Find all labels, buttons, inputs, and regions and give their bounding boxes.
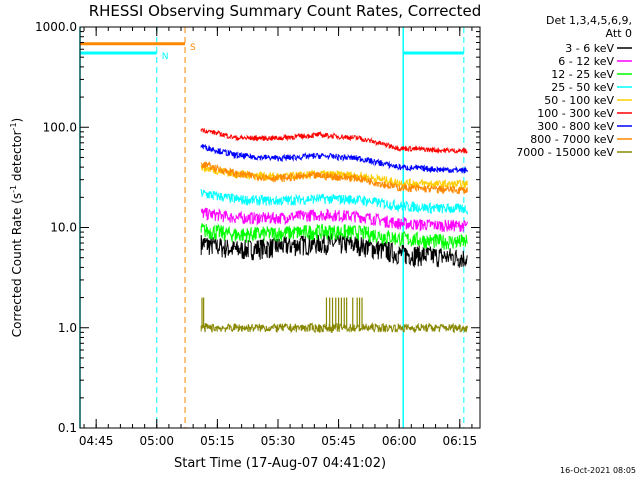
chart-title: RHESSI Observing Summary Count Rates, Co… [88,2,482,20]
x-tick-label: 05:45 [321,434,356,448]
series-line-7 [200,160,468,195]
x-axis: 04:45 05:00 05:15 05:30 05:45 06:00 06:15 [79,27,477,448]
x-tick-label: 06:00 [382,434,417,448]
y-axis-label-mid: detector [10,130,24,185]
legend-label-5: 100 - 300 keV [537,107,614,120]
series-line-1 [200,207,468,232]
legend-label-6: 300 - 800 keV [537,120,614,133]
x-axis-label: Start Time (17-Aug-07 04:41:02) [174,456,386,471]
x-tick-label: 04:45 [79,434,114,448]
series-line-0 [200,232,468,268]
flag-label-S: S [190,43,196,53]
legend-label-0: 3 - 6 keV [565,42,614,55]
y-tick-label: 0.1 [58,421,77,435]
legend-header-detectors: Det 1,3,4,5,6,9, [545,14,632,27]
series-line-6 [200,143,468,174]
y-axis-label-end: ) [10,118,24,123]
series-line-2 [200,223,468,250]
y-tick-label: 1000.0 [35,20,77,34]
flag-bars: NS [80,42,464,62]
legend-label-7: 800 - 7000 keV [530,133,614,146]
y-axis-label-sup2: -1 [9,122,18,130]
series-group [200,127,468,334]
y-axis: 0.1 1.0 10.0 100.0 1000.0 [35,20,480,435]
legend-header-attenuator: Att 0 [605,27,632,40]
series-line-3 [200,189,468,216]
legend-label-8: 7000 - 15000 keV [516,146,614,159]
x-tick-label: 06:15 [443,434,478,448]
legend-label-1: 6 - 12 keV [558,55,614,68]
y-axis-label-sup1: -1 [9,185,18,193]
legend-header: Det 1,3,4,5,6,9, Att 0 [546,14,632,40]
y-axis-label: Corrected Count Rate (s-1 detector-1) [9,118,24,337]
y-tick-label: 1.0 [58,321,77,335]
legend-label-4: 50 - 100 keV [544,94,614,107]
x-tick-label: 05:30 [261,434,296,448]
y-tick-label: 10.0 [50,221,77,235]
legend-label-3: 25 - 50 keV [551,81,614,94]
series-line-8 [200,322,468,334]
generated-timestamp: 16-Oct-2021 08:05 [560,466,636,475]
legend-label-2: 12 - 25 keV [551,68,614,81]
x-tick-label: 05:00 [139,434,174,448]
y-tick-label: 100.0 [43,120,77,134]
flag-label-N: N [162,52,169,62]
series-line-5 [200,127,468,155]
x-tick-label: 05:15 [200,434,235,448]
y-axis-label-base: Corrected Count Rate (s [10,193,24,337]
